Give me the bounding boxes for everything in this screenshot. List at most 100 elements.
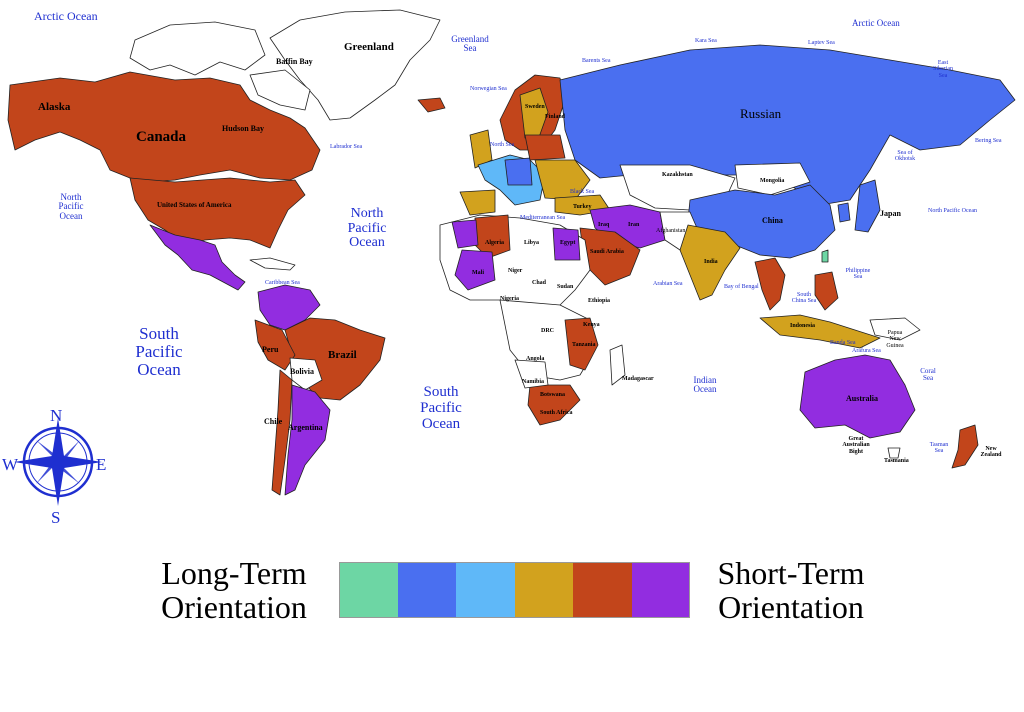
indonesia: [759, 314, 881, 349]
sea-label: Caribbean Sea: [265, 280, 300, 286]
compass-north: N: [50, 406, 63, 425]
country-label: South Africa: [540, 410, 573, 416]
new-zealand: [951, 424, 979, 469]
sea-label: Bering Sea: [975, 138, 1002, 144]
sea-label: East Siberian Sea: [933, 60, 953, 79]
country-label: Saudi Arabia: [590, 249, 624, 255]
sea-label: Sea of Okhotsk: [894, 150, 916, 163]
country-label: United States of America: [157, 201, 232, 209]
argentina-region: [284, 384, 331, 496]
legend-swatch-gold: [514, 562, 573, 618]
papua-new-guinea: [869, 317, 921, 341]
arctic-islands: [129, 21, 266, 76]
country-label: Finland: [545, 114, 566, 120]
legend-swatch-light-blue: [456, 562, 515, 618]
country-label: Egypt: [560, 240, 576, 246]
legend-swatch-rust: [573, 562, 632, 618]
country-label: Niger: [508, 268, 523, 274]
sea-label: Arabian Sea: [653, 281, 683, 287]
australia-region: [799, 354, 916, 439]
mongolia: [734, 162, 811, 196]
ocean-label: North Pacific Ocean: [347, 206, 387, 251]
country-label: Iran: [628, 222, 640, 228]
sea-label: Barents Sea: [582, 58, 611, 64]
peru-region: [254, 319, 296, 371]
taiwan: [821, 249, 829, 263]
country-label: Afghanistan: [656, 228, 686, 234]
country-label: Algeria: [485, 240, 504, 246]
country-label: Chad: [532, 280, 547, 286]
ocean-label: Indian Ocean: [693, 375, 717, 395]
country-label: Tanzania: [572, 342, 596, 348]
east-africa: [564, 317, 599, 371]
namibia-area: [514, 359, 549, 389]
country-label: Sweden: [525, 104, 545, 110]
iberia: [459, 189, 496, 216]
country-label: Madagascar: [622, 376, 654, 382]
country-label: Iraq: [598, 222, 610, 228]
sweden: [519, 87, 549, 141]
country-label: DRC: [541, 328, 554, 334]
sea-label: South China Sea: [791, 292, 817, 305]
sea-label: North Sea: [490, 142, 515, 148]
baltic-russia-west: [524, 134, 566, 161]
country-label: Kenya: [583, 322, 600, 328]
eastern-europe: [534, 159, 591, 201]
country-label: Kazakhstan: [662, 172, 693, 178]
sea-label: Mediterranean Sea: [520, 215, 566, 221]
ocean-label: South Pacific Ocean: [420, 384, 462, 432]
legend-left-line2: Orientation: [161, 589, 307, 625]
country-label: Turkey: [573, 204, 592, 210]
uk: [469, 129, 493, 169]
sea-label: Philippine Sea: [845, 268, 871, 281]
legend-swatch-teal: [339, 562, 398, 618]
country-label: Angola: [526, 356, 545, 362]
germany: [504, 157, 533, 186]
sea-label: Banda Sea: [830, 340, 856, 346]
sea-label: Labrador Sea: [330, 144, 363, 150]
country-label: Nigeria: [500, 296, 519, 302]
iceland: [417, 97, 446, 113]
philippines: [814, 271, 839, 311]
sea-label: Arafura Sea: [852, 348, 881, 354]
country-label: India: [704, 259, 718, 265]
sea-label: Bay of Bengal: [724, 284, 759, 290]
compass-east: E: [96, 455, 107, 474]
ocean-label: South Pacific Ocean: [135, 324, 183, 379]
country-label: Australia: [846, 394, 878, 403]
country-label: Tasmania: [884, 458, 909, 464]
sea-label: Laptev Sea: [808, 40, 835, 46]
region-label: Baffin Bay: [276, 57, 313, 66]
southern-africa: [527, 384, 581, 426]
compass-south: S: [51, 508, 61, 527]
country-label: Argentina: [288, 423, 323, 432]
country-label: Brazil: [328, 349, 357, 361]
country-label: Alaska: [38, 101, 71, 113]
country-label: Libya: [524, 240, 540, 246]
country-label: Russian: [740, 106, 782, 121]
mexico-region: [149, 224, 246, 291]
country-label: Greenland: [344, 41, 394, 53]
sea-label: Black Sea: [570, 189, 595, 195]
region-label: Great Australian Bight: [842, 436, 870, 455]
legend-swatch-royal-blue: [397, 562, 456, 618]
legend-scale-frame: [339, 562, 690, 618]
legend-swatch-purple: [631, 562, 690, 618]
legend-right-line1: Short-Term: [717, 555, 865, 591]
country-label: Botswana: [540, 392, 566, 398]
morocco: [451, 219, 479, 249]
madagascar: [609, 344, 626, 386]
baffin-island: [249, 69, 311, 111]
chile-region: [271, 369, 293, 496]
sea-label: Tasman Sea: [929, 442, 949, 455]
country-label: Ethiopia: [588, 298, 611, 304]
region-label: Hudson Bay: [222, 124, 265, 133]
legend-left-line1: Long-Term: [161, 555, 307, 591]
country-label: Mongolia: [760, 178, 785, 184]
ocean-label: North Pacific Ocean: [58, 192, 84, 221]
legend-right-line2: Orientation: [718, 589, 864, 625]
country-label: China: [762, 216, 783, 225]
alaska-canada-region: [7, 71, 321, 183]
tasmania: [887, 447, 901, 459]
